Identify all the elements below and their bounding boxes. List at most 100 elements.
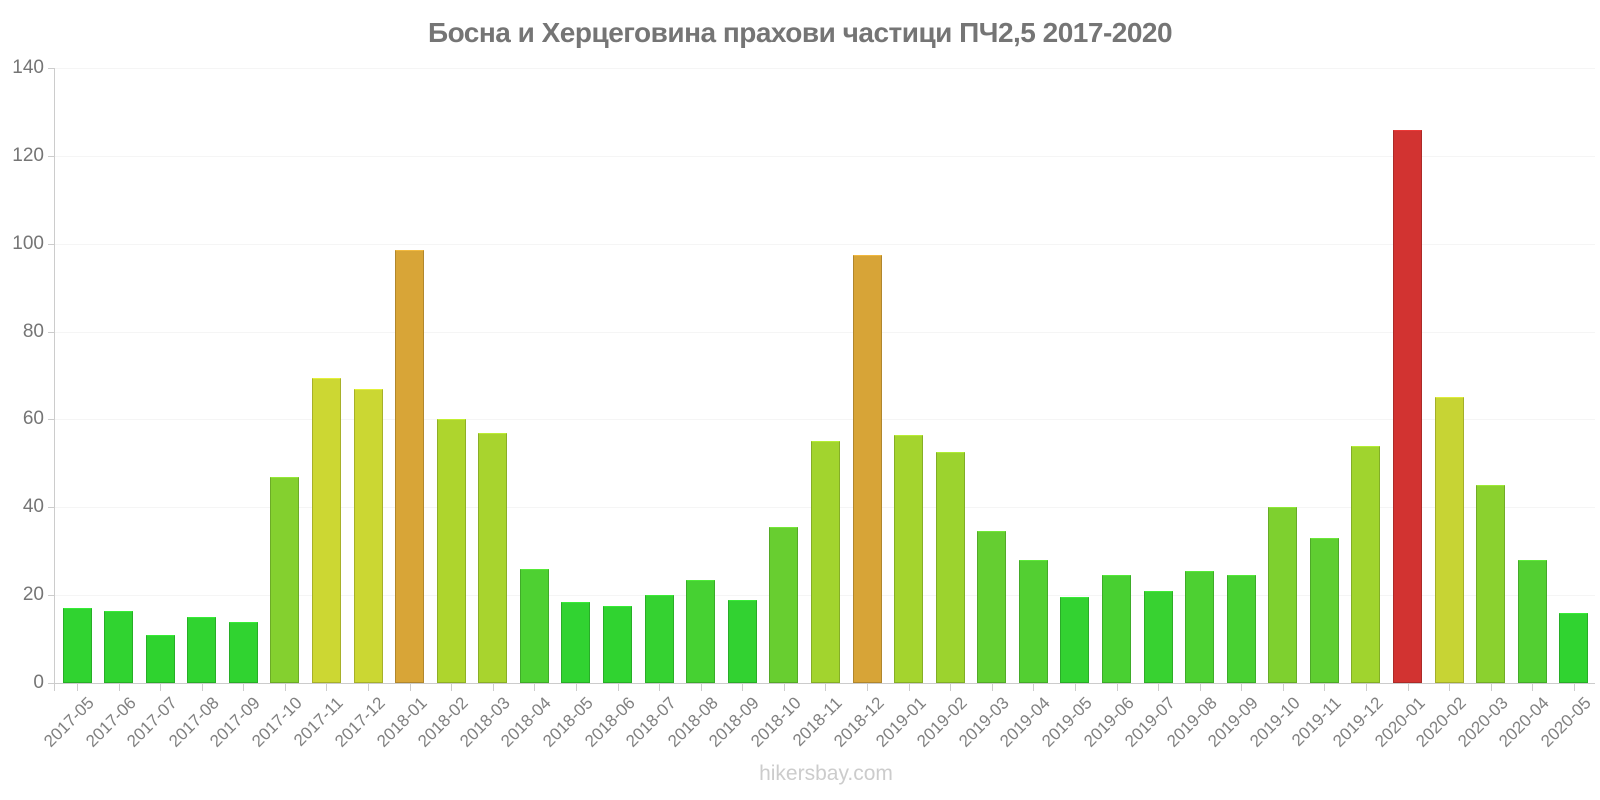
x-tick-mark bbox=[659, 684, 661, 691]
bar-2018-03 bbox=[478, 432, 508, 683]
bar-2018-05 bbox=[561, 601, 591, 683]
bar-2017-12 bbox=[353, 388, 383, 683]
x-tick-mark bbox=[617, 684, 619, 691]
x-tick-mark bbox=[284, 684, 286, 691]
y-tick-mark bbox=[48, 419, 54, 421]
bar-2017-08 bbox=[187, 617, 217, 683]
bar-2019-12 bbox=[1351, 445, 1381, 683]
bar-2017-05 bbox=[62, 608, 92, 683]
y-tick-label: 100 bbox=[12, 232, 44, 254]
bar-2020-01 bbox=[1393, 129, 1423, 683]
bar-2019-11 bbox=[1309, 538, 1339, 683]
chart-title: Босна и Херцеговина прахови частици ПЧ2,… bbox=[427, 17, 1173, 48]
x-tick-mark bbox=[326, 684, 328, 691]
bar-2018-01 bbox=[395, 250, 425, 683]
bar-2018-08 bbox=[686, 579, 716, 683]
y-tick-label: 60 bbox=[22, 408, 44, 430]
x-tick-mark bbox=[492, 684, 494, 691]
gridline bbox=[55, 155, 1595, 157]
x-tick-mark bbox=[1033, 684, 1035, 691]
x-tick-mark bbox=[1199, 684, 1201, 691]
bar-2018-09 bbox=[727, 599, 757, 683]
bar-2017-07 bbox=[145, 634, 175, 683]
x-tick-mark bbox=[1241, 684, 1243, 691]
watermark: hikersbay.com bbox=[759, 762, 893, 785]
x-tick-mark bbox=[368, 684, 370, 691]
x-tick-mark bbox=[118, 684, 120, 691]
x-tick-mark bbox=[1365, 684, 1367, 691]
bar-2019-09 bbox=[1226, 575, 1256, 683]
bar-2018-07 bbox=[644, 595, 674, 683]
x-tick-mark bbox=[991, 684, 993, 691]
gridline bbox=[55, 68, 1595, 69]
bar-2019-05 bbox=[1060, 597, 1090, 683]
bar-2019-06 bbox=[1102, 575, 1131, 683]
x-tick-mark bbox=[1282, 684, 1284, 691]
x-tick-mark bbox=[77, 684, 78, 691]
y-tick-mark bbox=[48, 595, 54, 597]
y-tick-mark bbox=[48, 331, 54, 333]
bar-2020-02 bbox=[1434, 397, 1464, 683]
bar-2019-10 bbox=[1268, 507, 1298, 683]
bar-2018-06 bbox=[603, 606, 633, 683]
x-tick-mark bbox=[783, 684, 785, 691]
x-tick-mark bbox=[409, 684, 411, 691]
bar-2018-10 bbox=[769, 527, 799, 683]
x-tick-mark bbox=[1324, 684, 1326, 691]
bar-2017-11 bbox=[311, 377, 341, 683]
bar-2018-04 bbox=[519, 568, 549, 683]
x-tick-mark bbox=[534, 684, 536, 691]
y-tick-label: 140 bbox=[12, 57, 44, 78]
bar-2019-07 bbox=[1143, 590, 1173, 683]
x-tick-mark bbox=[1158, 684, 1160, 691]
y-tick-label: 0 bbox=[33, 672, 44, 693]
x-tick-mark bbox=[950, 684, 952, 691]
x-tick-mark bbox=[1573, 684, 1575, 691]
y-tick-mark bbox=[48, 68, 54, 69]
x-tick-mark bbox=[1490, 684, 1492, 691]
y-tick-mark bbox=[48, 507, 54, 509]
bar-2019-03 bbox=[977, 531, 1007, 683]
bar-2018-11 bbox=[810, 441, 840, 683]
x-axis-line bbox=[54, 683, 1595, 684]
bar-2019-01 bbox=[894, 434, 924, 683]
x-tick-mark bbox=[742, 684, 744, 691]
bar-2019-02 bbox=[935, 452, 965, 683]
y-tick-label: 20 bbox=[22, 584, 44, 606]
y-tick-label: 40 bbox=[22, 496, 44, 518]
bar-2017-09 bbox=[228, 621, 258, 683]
bar-2017-06 bbox=[104, 610, 134, 683]
gridline bbox=[55, 243, 1595, 245]
bar-2020-04 bbox=[1517, 560, 1547, 683]
y-tick-mark bbox=[48, 683, 54, 684]
bar-2018-02 bbox=[436, 419, 466, 683]
y-tick-label: 120 bbox=[12, 144, 44, 166]
bar-2019-08 bbox=[1185, 570, 1215, 683]
x-tick-mark bbox=[1116, 684, 1118, 691]
x-tick-mark bbox=[243, 684, 245, 691]
x-tick-mark bbox=[1449, 684, 1451, 691]
x-tick-mark bbox=[451, 684, 453, 691]
x-tick-mark bbox=[700, 684, 702, 691]
bar-2019-04 bbox=[1018, 560, 1048, 683]
x-tick-mark bbox=[201, 684, 203, 691]
x-tick-mark bbox=[575, 684, 577, 691]
x-tick-mark bbox=[160, 684, 162, 691]
x-tick-mark bbox=[867, 684, 869, 691]
gridline bbox=[55, 331, 1595, 333]
gridline bbox=[55, 419, 1595, 421]
x-tick-mark bbox=[1532, 684, 1534, 691]
bar-2018-12 bbox=[852, 254, 882, 683]
x-tick-mark bbox=[908, 684, 910, 691]
plot-area: 0 20 40 60 80 100 120 140 2017-05 2017-06 2017-07 2… bbox=[12, 57, 1595, 751]
bar-2017-10 bbox=[270, 476, 300, 683]
bar-2020-03 bbox=[1476, 485, 1506, 683]
x-tick-mark bbox=[1407, 684, 1409, 691]
y-axis-line bbox=[54, 68, 55, 691]
y-tick-label: 80 bbox=[22, 320, 44, 342]
y-tick-mark bbox=[48, 155, 54, 157]
y-tick-mark bbox=[48, 243, 54, 245]
x-tick-mark bbox=[1074, 684, 1076, 691]
x-tick-mark bbox=[825, 684, 827, 691]
bar-2020-05 bbox=[1559, 612, 1589, 683]
